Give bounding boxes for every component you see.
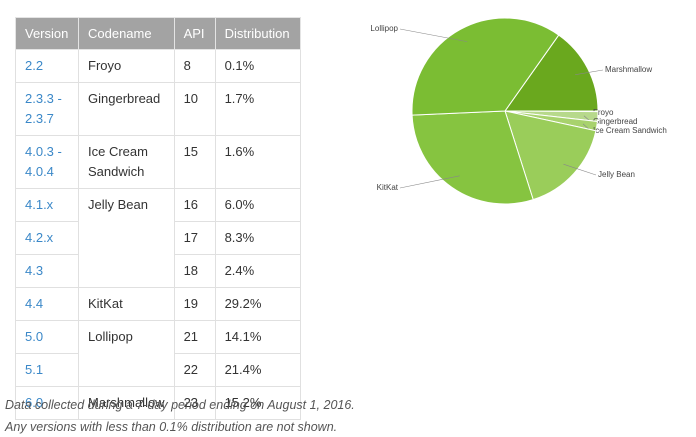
api-cell: 10 — [173, 82, 216, 136]
version-cell: 5.0 — [15, 320, 79, 354]
table-row: 2.3.3 - 2.3.7 Gingerbread 10 1.7% — [15, 82, 301, 136]
slice-label: Marshmallow — [605, 65, 652, 74]
table-row: 5.0 Lollipop 21 14.1% — [15, 320, 301, 387]
table-row: 4.4 KitKat 19 29.2% — [15, 287, 301, 321]
leader-line — [575, 69, 604, 75]
version-cell: 4.2.x — [15, 221, 79, 255]
api-cell: 17 — [173, 221, 216, 255]
distribution-cell: 1.6% — [214, 135, 301, 189]
table-row: 2.2 Froyo 8 0.1% — [15, 49, 301, 83]
table-body: 2.2 Froyo 8 0.1% 2.3.3 - 2.3.7 Gingerbread 10 1… — [15, 49, 301, 420]
table-row: 4.2.x 17 8.3% — [15, 221, 301, 255]
version-cell: 4.0.3 - 4.0.4 — [15, 135, 79, 189]
column-header: API — [173, 17, 216, 50]
table-row: 6.0 Marshmallow 23 15.2% — [15, 386, 301, 420]
api-cell: 21 — [173, 320, 216, 354]
api-cell: 23 — [173, 386, 216, 420]
distribution-table: Version Codename API Distribution 2.2 Froyo 8… — [15, 17, 301, 420]
api-cell: 15 — [173, 135, 216, 189]
version-cell: 6.0 — [15, 386, 79, 420]
version-cell: 5.1 — [15, 353, 79, 387]
slice-label: Gingerbread — [593, 117, 637, 126]
codename-cell: Jelly Bean — [78, 188, 175, 288]
api-cell: 19 — [173, 287, 216, 321]
table-row: 5.1 22 21.4% — [15, 353, 301, 387]
distribution-cell: 0.1% — [214, 49, 301, 83]
codename-cell: Gingerbread — [78, 82, 175, 136]
pie-slice — [411, 17, 560, 116]
slice-label: Ice Cream Sandwich — [593, 126, 667, 135]
pie-slice — [411, 110, 534, 205]
column-header: Codename — [78, 17, 175, 50]
distribution-cell: 29.2% — [214, 287, 301, 321]
distribution-cell: 14.1% — [214, 320, 301, 354]
column-header: Distribution — [214, 17, 301, 50]
pie-slice — [504, 110, 597, 201]
slice-label: Jelly Bean — [598, 170, 635, 179]
leader-line — [399, 28, 468, 42]
footnote: Data collected during a 7-day period end… — [5, 398, 355, 412]
column-header: Version — [15, 17, 79, 50]
header-row: Version Codename API Distribution — [15, 17, 301, 50]
api-cell: 16 — [173, 188, 216, 222]
distribution-cell: 1.7% — [214, 82, 301, 136]
distribution-cell: 6.0% — [214, 188, 301, 222]
footnote: Any versions with less than 0.1% distrib… — [5, 420, 338, 434]
api-cell: 8 — [173, 49, 216, 83]
version-cell: 4.3 — [15, 254, 79, 288]
leader-line — [399, 175, 460, 189]
version-cell: 4.1.x — [15, 188, 79, 222]
codename-cell: Froyo — [78, 49, 175, 83]
codename-cell: KitKat — [78, 287, 175, 321]
codename-cell: Marshmallow — [78, 386, 175, 420]
slice-label: Lollipop — [370, 24, 398, 33]
version-cell: 2.2 — [15, 49, 79, 83]
version-cell: 4.4 — [15, 287, 79, 321]
distribution-cell: 2.4% — [214, 254, 301, 288]
table-row: 4.0.3 - 4.0.4 Ice Cream Sandwich 15 1.6% — [15, 135, 301, 189]
version-cell: 2.3.3 - 2.3.7 — [15, 82, 79, 136]
pie-slice — [504, 34, 599, 112]
slice-label: KitKat — [377, 183, 399, 192]
api-cell: 18 — [173, 254, 216, 288]
codename-cell: Lollipop — [78, 320, 175, 387]
distribution-cell: 15.2% — [214, 386, 301, 420]
slice-label: Froyo — [593, 108, 614, 117]
distribution-cell: 21.4% — [214, 353, 301, 387]
distribution-cell: 8.3% — [214, 221, 301, 255]
table-row: 4.3 18 2.4% — [15, 254, 301, 288]
leader-line — [563, 163, 597, 176]
table-row: 4.1.x Jelly Bean 16 6.0% — [15, 188, 301, 288]
api-cell: 22 — [173, 353, 216, 387]
codename-cell: Ice Cream Sandwich — [78, 135, 175, 189]
